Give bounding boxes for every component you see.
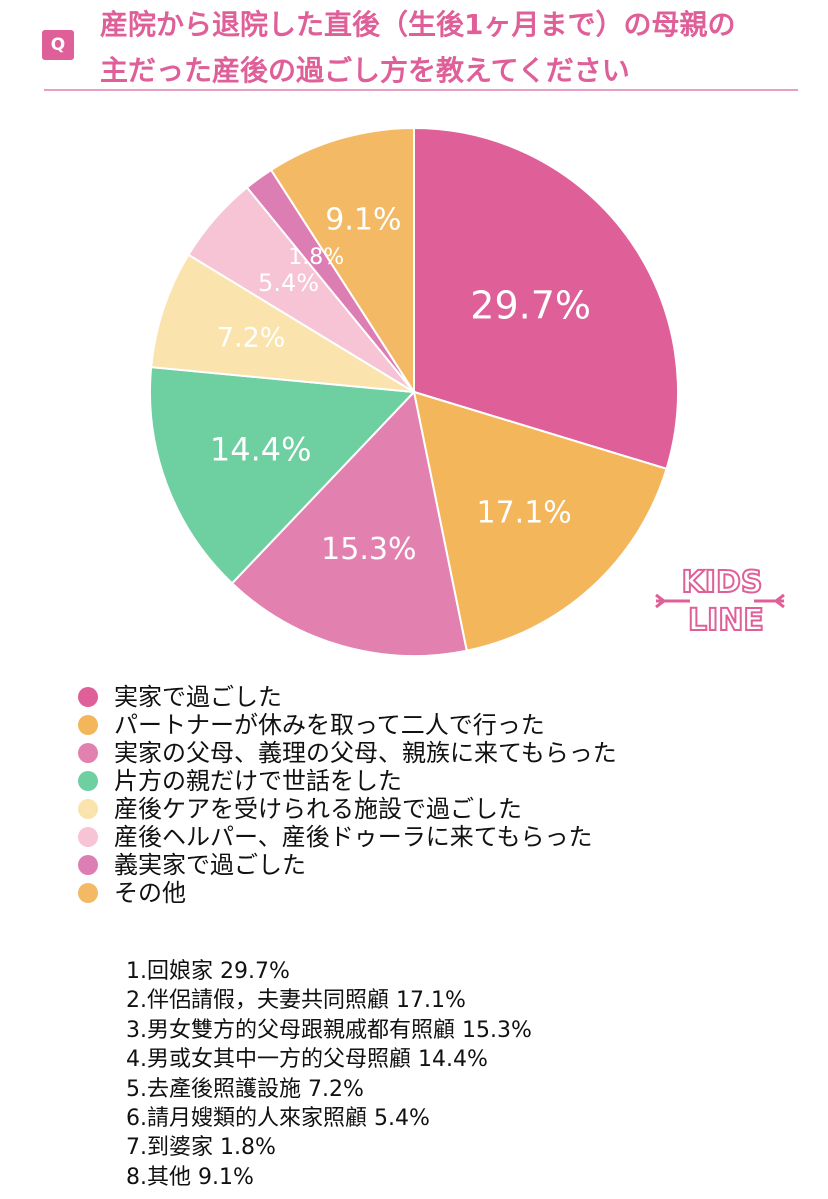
title-line-1: 産院から退院した直後（生後1ヶ月まで）の母親の bbox=[100, 8, 736, 41]
legend-label: 片方の親だけで世話をした bbox=[114, 767, 402, 795]
title-line-2: 主だった産後の過ごし方を教えてください bbox=[100, 54, 630, 87]
kidsline-logo: KIDS LINE bbox=[655, 564, 785, 639]
legend-label: パートナーが休みを取って二人で行った bbox=[114, 711, 545, 739]
translation-item-8: 8.其他 9.1% bbox=[126, 1164, 254, 1190]
legend-label: 義実家で過ごした bbox=[114, 851, 306, 879]
slice-label-6: 5.4% bbox=[258, 269, 319, 297]
legend-label: 実家で過ごした bbox=[114, 683, 282, 711]
translation-item-1: 1.回娘家 29.7% bbox=[126, 959, 290, 984]
legend-label: 産後ヘルパー、産後ドゥーラに来てもらった bbox=[114, 823, 593, 851]
logo-text-line: LINE bbox=[688, 603, 764, 638]
legend-swatch-icon bbox=[78, 883, 98, 903]
legend-swatch-icon bbox=[78, 771, 98, 791]
pie-slice-3 bbox=[230, 389, 468, 657]
legend-swatch-icon bbox=[78, 855, 98, 875]
legend-label: 実家の父母、義理の父母、親族に来てもらった bbox=[114, 739, 617, 767]
legend-item-2: パートナーが休みを取って二人で行った bbox=[78, 711, 617, 739]
pie-slice-5 bbox=[150, 253, 415, 393]
pie-slice-2 bbox=[412, 390, 668, 652]
translation-item-4: 4.男或女其中一方的父母照顧 14.4% bbox=[126, 1047, 488, 1073]
legend-item-7: 義実家で過ごした bbox=[78, 851, 617, 879]
title-divider bbox=[44, 89, 798, 91]
legend-swatch-icon bbox=[78, 799, 98, 819]
legend-item-4: 片方の親だけで世話をした bbox=[78, 767, 617, 795]
legend-item-1: 実家で過ごした bbox=[78, 683, 617, 711]
slice-label-4: 14.4% bbox=[210, 430, 312, 468]
pie-slice-4 bbox=[149, 366, 417, 585]
legend-item-6: 産後ヘルパー、産後ドゥーラに来てもらった bbox=[78, 823, 617, 851]
slice-label-7: 1.8% bbox=[288, 245, 344, 270]
slice-label-1: 29.7% bbox=[470, 284, 591, 328]
question-badge: Q bbox=[42, 30, 74, 60]
logo-text-kids: KIDS bbox=[682, 565, 763, 600]
translation-item-5: 5.去產後照護設施 7.2% bbox=[126, 1076, 364, 1102]
translation-item-2: 2.伴侶請假，夫妻共同照顧 17.1% bbox=[126, 988, 466, 1014]
pie-slice-8 bbox=[269, 126, 415, 396]
legend-label: その他 bbox=[114, 879, 186, 907]
slice-label-2: 17.1% bbox=[477, 496, 572, 531]
translation-list: 1.回娘家 29.7% 2.伴侶請假，夫妻共同照顧 17.1% 3.男女雙方的父母跟… bbox=[126, 957, 532, 1192]
translation-item-6: 6.請月嫂類的人來家照顧 5.4% bbox=[126, 1106, 430, 1132]
legend-item-5: 産後ケアを受けられる施設で過ごした bbox=[78, 795, 617, 823]
legend-swatch-icon bbox=[78, 827, 98, 847]
legend: 実家で過ごした パートナーが休みを取って二人で行った 実家の父母、義理の父母、親族に… bbox=[78, 683, 617, 907]
translation-item-7: 7.到婆家 1.8% bbox=[126, 1135, 276, 1161]
slice-label-5: 7.2% bbox=[217, 322, 286, 353]
legend-swatch-icon bbox=[78, 743, 98, 763]
legend-swatch-icon bbox=[78, 687, 98, 707]
chart-title: 産院から退院した直後（生後1ヶ月まで）の母親の 主だった産後の過ごし方を教えてく… bbox=[100, 2, 820, 94]
slice-label-8: 9.1% bbox=[325, 202, 401, 237]
legend-item-8: その他 bbox=[78, 879, 617, 907]
pie-slice-1 bbox=[413, 126, 679, 471]
slice-label-3: 15.3% bbox=[321, 532, 416, 567]
legend-label: 産後ケアを受けられる施設で過ごした bbox=[114, 795, 522, 823]
legend-item-3: 実家の父母、義理の父母、親族に来てもらった bbox=[78, 739, 617, 767]
logo-arms-icon bbox=[655, 593, 785, 609]
pie-chart: 29.7% 17.1% 15.3% 14.4% 7.2% 5.4%1.8% 9.1% bbox=[149, 126, 679, 657]
translation-item-3: 3.男女雙方的父母跟親戚都有照顧 15.3% bbox=[126, 1017, 532, 1043]
legend-swatch-icon bbox=[78, 715, 98, 735]
